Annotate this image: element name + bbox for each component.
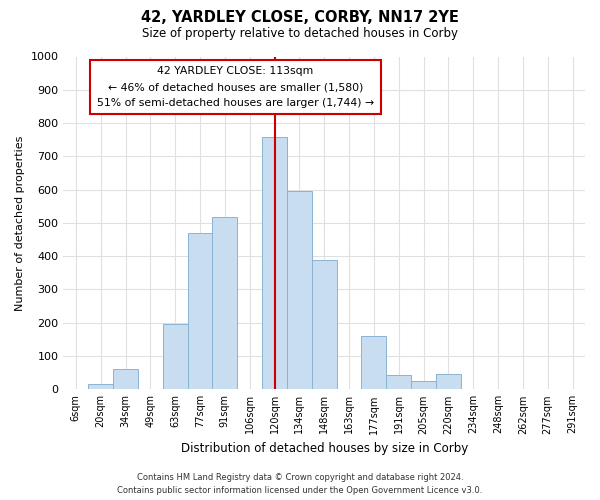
Bar (212, 217, 237, 390)
X-axis label: Distribution of detached houses by size in Corby: Distribution of detached houses by size … (181, 442, 468, 455)
Text: Size of property relative to detached houses in Corby: Size of property relative to detached ho… (142, 28, 458, 40)
Bar (411, 381, 436, 390)
Bar (312, 260, 337, 390)
Bar (262, 137, 287, 390)
Y-axis label: Number of detached properties: Number of detached properties (15, 135, 25, 310)
Text: 42, YARDLEY CLOSE, CORBY, NN17 2YE: 42, YARDLEY CLOSE, CORBY, NN17 2YE (141, 10, 459, 25)
Bar (163, 324, 188, 390)
Bar (188, 233, 212, 390)
Text: Contains HM Land Registry data © Crown copyright and database right 2024.
Contai: Contains HM Land Registry data © Crown c… (118, 473, 482, 495)
Bar (361, 336, 386, 390)
Text: 42 YARDLEY CLOSE: 113sqm
← 46% of detached houses are smaller (1,580)
51% of sem: 42 YARDLEY CLOSE: 113sqm ← 46% of detach… (97, 66, 374, 108)
Bar (386, 376, 411, 390)
Bar (113, 368, 138, 390)
Bar (436, 374, 461, 390)
Bar (88, 384, 113, 390)
Bar (287, 190, 312, 390)
